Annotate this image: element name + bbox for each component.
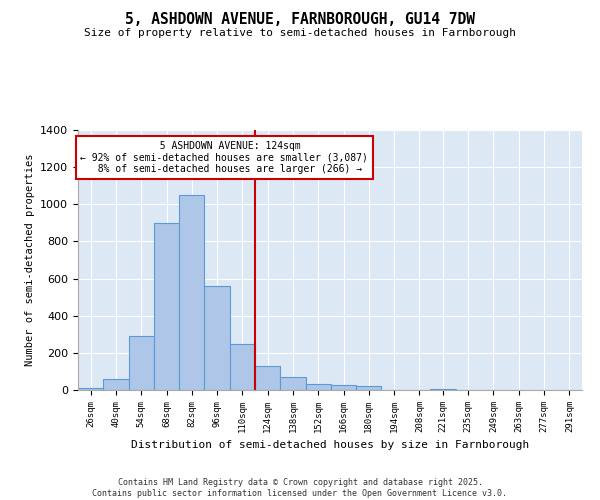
X-axis label: Distribution of semi-detached houses by size in Farnborough: Distribution of semi-detached houses by … bbox=[131, 440, 529, 450]
Text: 5 ASHDOWN AVENUE: 124sqm
← 92% of semi-detached houses are smaller (3,087)
  8% : 5 ASHDOWN AVENUE: 124sqm ← 92% of semi-d… bbox=[80, 141, 368, 174]
Bar bbox=[230, 344, 255, 390]
Bar bbox=[430, 389, 455, 390]
Bar bbox=[305, 384, 331, 390]
Text: 5, ASHDOWN AVENUE, FARNBOROUGH, GU14 7DW: 5, ASHDOWN AVENUE, FARNBOROUGH, GU14 7DW bbox=[125, 12, 475, 28]
Y-axis label: Number of semi-detached properties: Number of semi-detached properties bbox=[25, 154, 35, 366]
Bar bbox=[356, 386, 382, 390]
Text: Contains HM Land Registry data © Crown copyright and database right 2025.
Contai: Contains HM Land Registry data © Crown c… bbox=[92, 478, 508, 498]
Bar bbox=[179, 195, 205, 390]
Bar bbox=[103, 379, 128, 390]
Text: Size of property relative to semi-detached houses in Farnborough: Size of property relative to semi-detach… bbox=[84, 28, 516, 38]
Bar bbox=[255, 366, 280, 390]
Bar bbox=[78, 388, 103, 390]
Bar bbox=[128, 336, 154, 390]
Bar bbox=[205, 286, 230, 390]
Bar bbox=[154, 223, 179, 390]
Bar bbox=[280, 377, 305, 390]
Bar bbox=[331, 386, 356, 390]
